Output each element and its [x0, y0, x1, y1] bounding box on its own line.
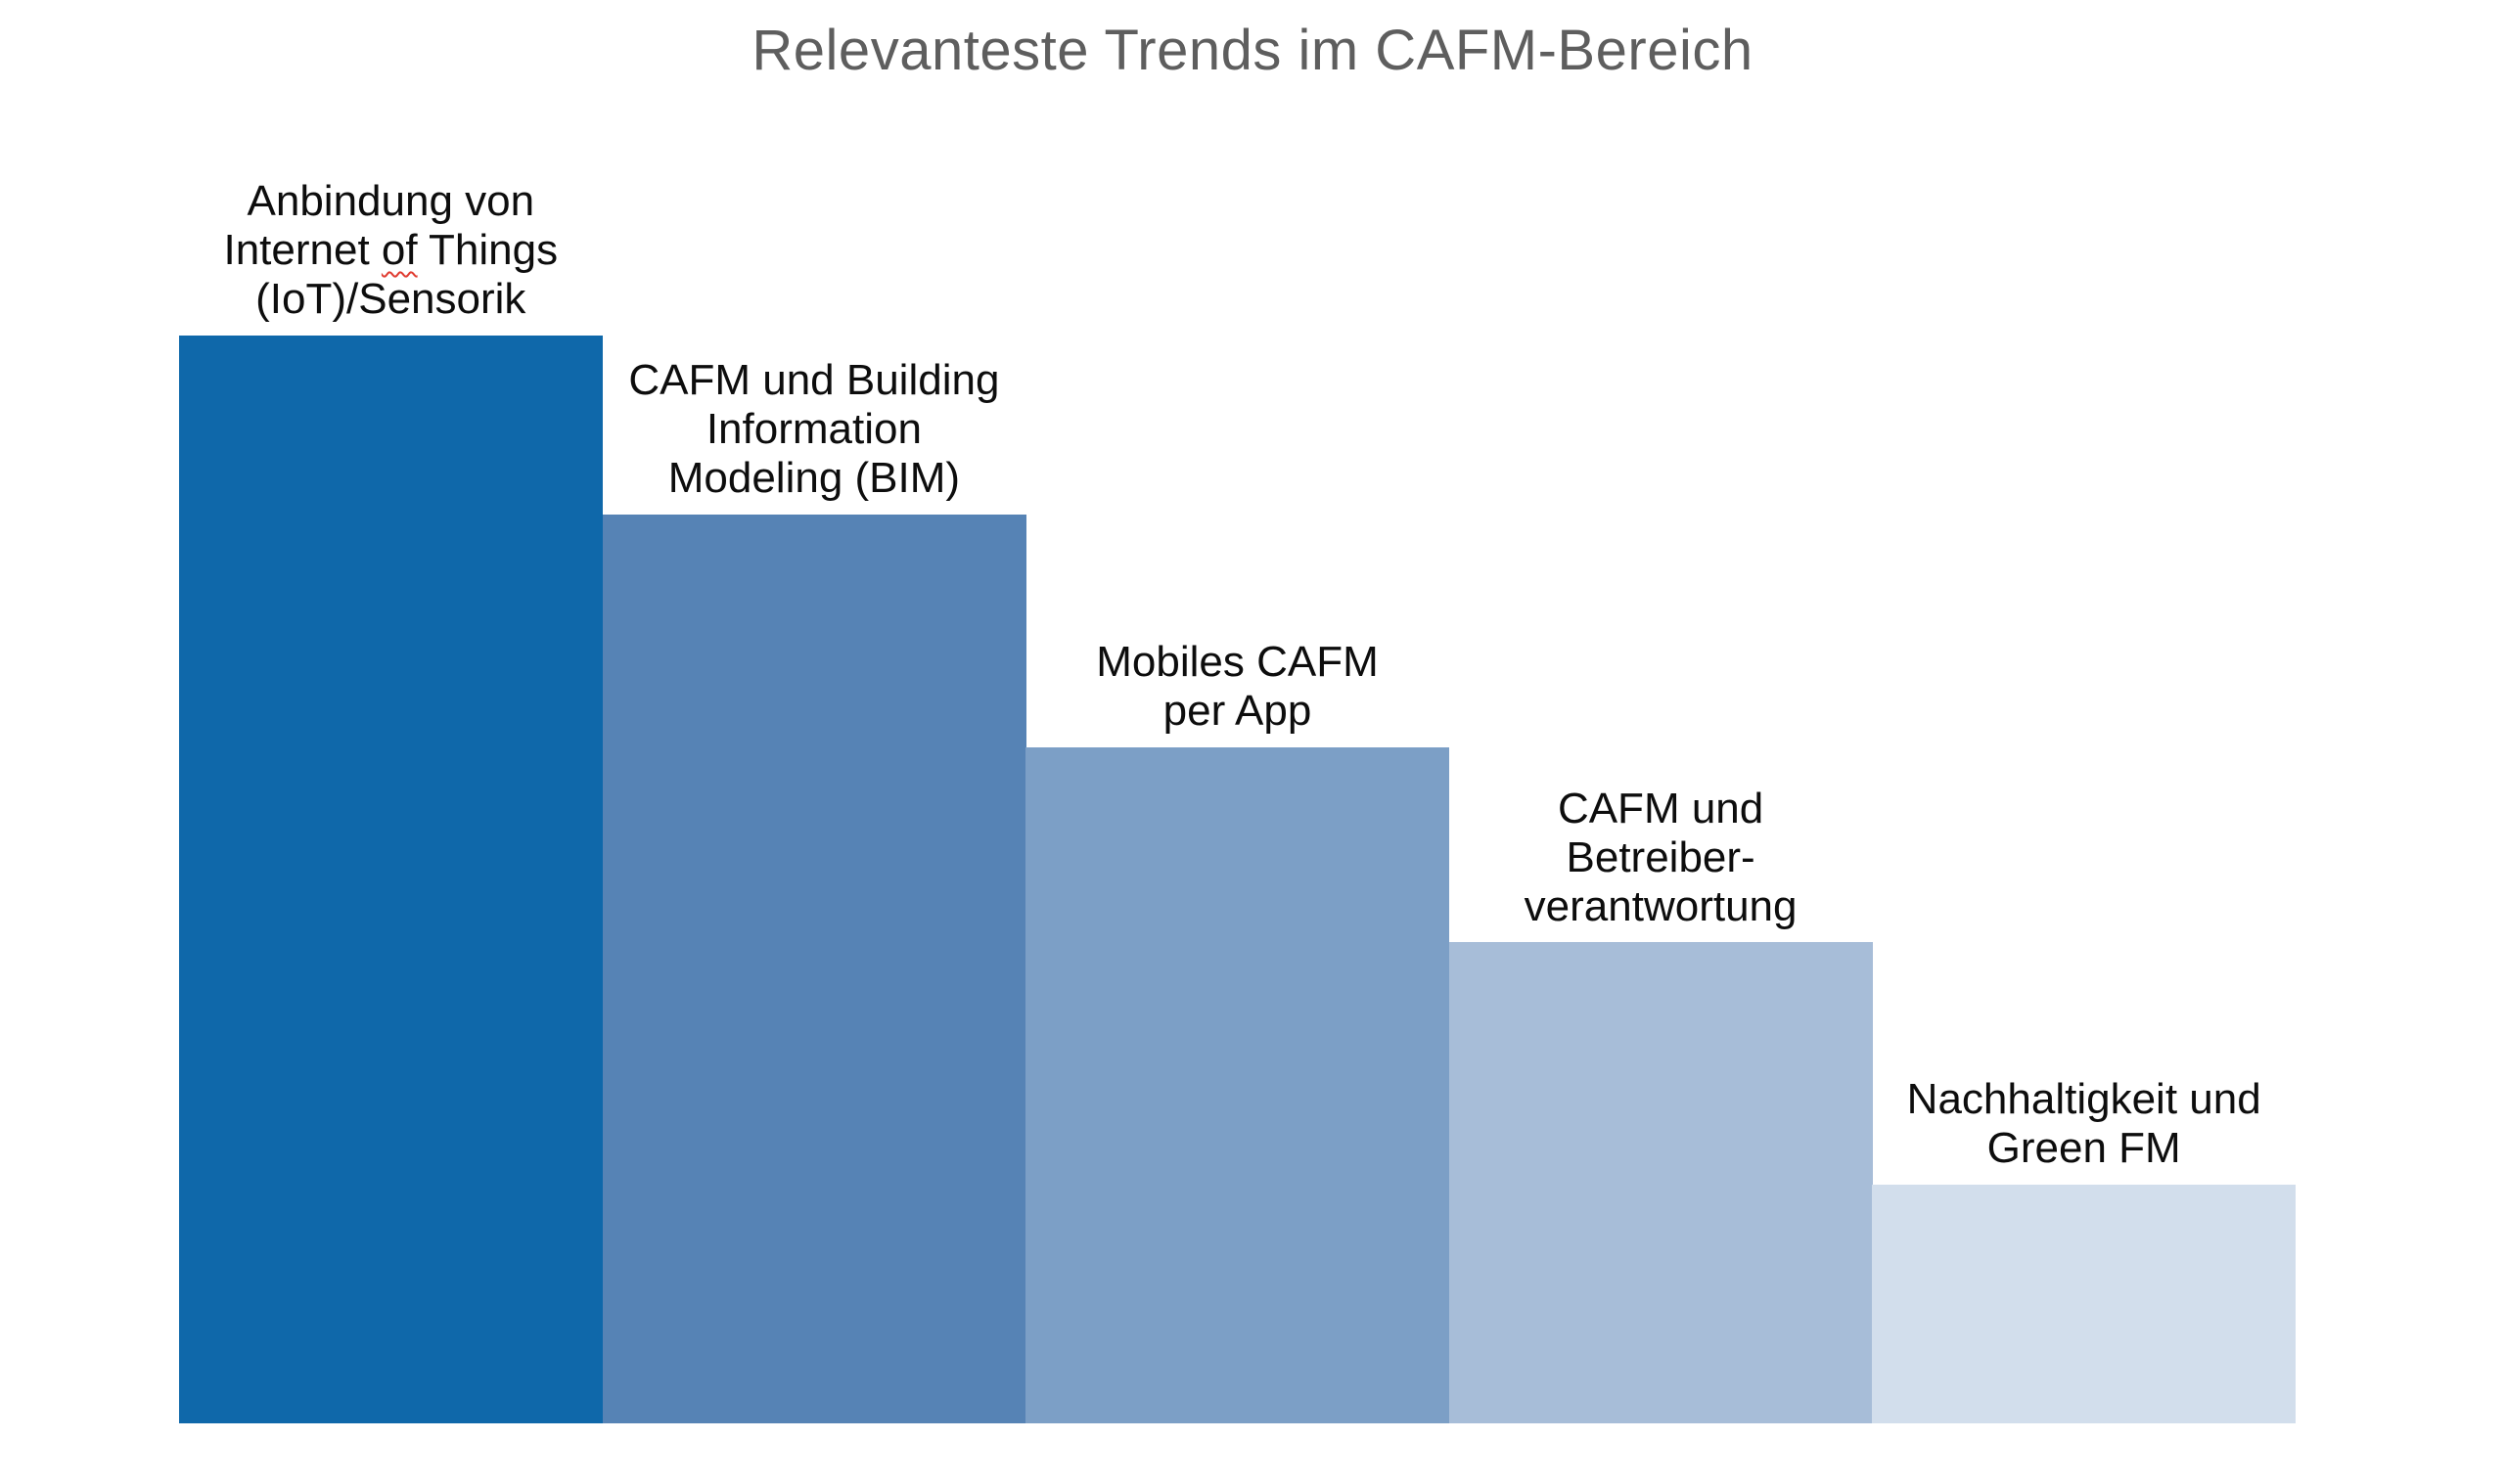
bar-label-line: verantwortung [1524, 881, 1798, 930]
spellcheck-underlined-word: of [381, 226, 418, 274]
bar-label-line: Betreiber- [1566, 832, 1755, 881]
bar-betreiberverantwortung [1448, 942, 1873, 1423]
bar-nachhaltigkeit-green-fm-label: Nachhaltigkeit und Green FM [1862, 1075, 2305, 1173]
bar-label-line: CAFM und Building [628, 356, 1000, 405]
bar-label-line: CAFM und [1557, 784, 1764, 832]
bar-label-line: Nachhaltigkeit und [1906, 1075, 2261, 1124]
bar-label-line: Mobiles CAFM [1096, 638, 1379, 687]
bar-label-line: Modeling (BIM) [667, 454, 961, 503]
bar-label-line: Internet of Things [223, 226, 559, 274]
bar-betreiberverantwortung-label: CAFM und Betreiber-verantwortung [1439, 785, 1883, 931]
bar-iot-sensorik [179, 336, 604, 1423]
bar-mobiles-cafm-app [1025, 747, 1450, 1423]
bar-cafm-bim [602, 515, 1026, 1423]
bar-label-line: per App [1162, 687, 1312, 736]
bar-label-line: Anbindung von [247, 177, 535, 225]
bar-nachhaltigkeit-green-fm [1872, 1185, 2297, 1423]
bar-label-line: (IoT)/Sensorik [255, 275, 526, 323]
chart-title: Relevanteste Trends im CAFM-Bereich [752, 19, 1754, 82]
bar-label-line: Information [706, 405, 922, 454]
bar-mobiles-cafm-app-label: Mobiles CAFM per App [1016, 638, 1459, 736]
bar-cafm-bim-label: CAFM und Building Information Modeling (BI… [593, 356, 1036, 503]
bar-iot-sensorik-label: Anbindung von Internet of Things (IoT)/Sen… [169, 177, 613, 324]
bar-label-line: Green FM [1986, 1124, 2181, 1173]
